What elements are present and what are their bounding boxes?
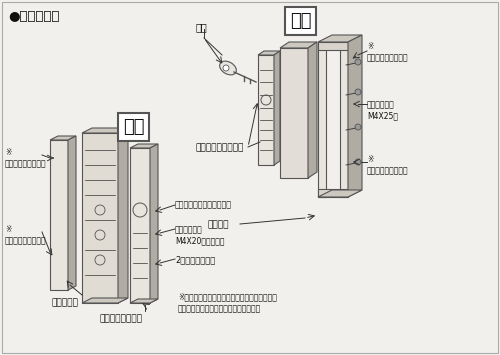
Polygon shape bbox=[318, 35, 362, 42]
Polygon shape bbox=[150, 144, 158, 303]
Polygon shape bbox=[280, 42, 317, 48]
Text: 内鍵ケース: 内鍵ケース bbox=[52, 298, 79, 307]
Polygon shape bbox=[258, 55, 274, 165]
Polygon shape bbox=[348, 35, 362, 197]
Polygon shape bbox=[68, 136, 76, 290]
Polygon shape bbox=[318, 190, 362, 197]
Text: 外側: 外側 bbox=[290, 12, 312, 30]
Text: 2重ロックツマミ: 2重ロックツマミ bbox=[175, 255, 215, 264]
Polygon shape bbox=[318, 42, 326, 197]
Text: キー: キー bbox=[196, 22, 208, 32]
Polygon shape bbox=[82, 128, 128, 133]
Circle shape bbox=[355, 59, 361, 65]
Polygon shape bbox=[274, 51, 280, 165]
Text: ※
ドリルタッピンネジ: ※ ドリルタッピンネジ bbox=[5, 148, 46, 168]
Text: ※ドリルタッピンネジは取付ネジを締めつけて
　作動を確認してから固定して下さい。: ※ドリルタッピンネジは取付ネジを締めつけて 作動を確認してから固定して下さい。 bbox=[178, 292, 277, 313]
Text: アウトサイドボディ: アウトサイドボディ bbox=[195, 143, 244, 152]
Polygon shape bbox=[308, 42, 317, 178]
Polygon shape bbox=[130, 144, 158, 148]
Polygon shape bbox=[280, 48, 308, 178]
Circle shape bbox=[355, 89, 361, 95]
Text: 内鍵取付ネジ
M4X20（頭逆鉄）: 内鍵取付ネジ M4X20（頭逆鉄） bbox=[175, 225, 224, 245]
Polygon shape bbox=[82, 298, 128, 303]
Polygon shape bbox=[130, 148, 150, 303]
Polygon shape bbox=[82, 133, 118, 303]
Text: ※
ドリルタッピンネジ: ※ ドリルタッピンネジ bbox=[5, 225, 46, 245]
Text: インサイドボディ: インサイドボディ bbox=[100, 314, 143, 323]
Polygon shape bbox=[258, 51, 280, 55]
Polygon shape bbox=[118, 128, 128, 303]
Polygon shape bbox=[318, 189, 348, 197]
Polygon shape bbox=[130, 299, 158, 303]
Text: 内側: 内側 bbox=[123, 118, 144, 136]
Text: ※
ドリルタッピンネジ: ※ ドリルタッピンネジ bbox=[367, 42, 408, 62]
Text: 取付位置合せ、施解鍵表示: 取付位置合せ、施解鍵表示 bbox=[175, 200, 232, 209]
Text: 鍵受け板: 鍵受け板 bbox=[208, 220, 230, 229]
Polygon shape bbox=[50, 140, 68, 290]
Circle shape bbox=[355, 124, 361, 130]
Polygon shape bbox=[340, 42, 348, 197]
Polygon shape bbox=[50, 136, 76, 140]
Text: ※
ドリルタッピンネジ: ※ ドリルタッピンネジ bbox=[367, 155, 408, 175]
Circle shape bbox=[355, 159, 361, 165]
Text: 外鍵取付ネジ
M4X25㏕: 外鍵取付ネジ M4X25㏕ bbox=[367, 100, 398, 120]
Text: ●取付概略図: ●取付概略図 bbox=[8, 10, 60, 23]
Polygon shape bbox=[318, 42, 348, 50]
Circle shape bbox=[223, 65, 229, 71]
Ellipse shape bbox=[220, 61, 236, 75]
